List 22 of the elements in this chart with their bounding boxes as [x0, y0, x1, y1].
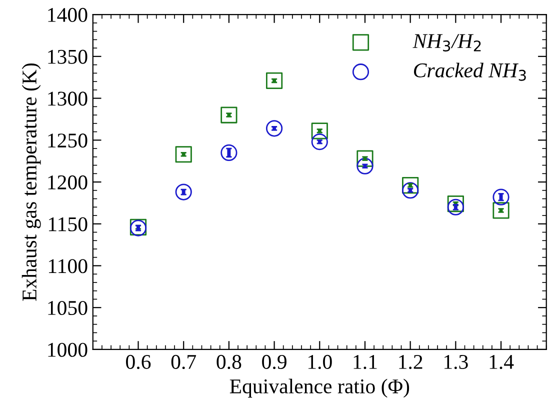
y-tick-label: 1350 [48, 50, 88, 64]
x-tick-label: 1.3 [444, 354, 468, 370]
y-tick-label: 1150 [48, 217, 88, 232]
x-tick-label: 1.2 [399, 354, 422, 370]
y-tick-label: 1300 [48, 92, 88, 106]
y-tick-label: 1050 [48, 300, 88, 316]
x-tick-label: 1.1 [354, 355, 377, 370]
x-tick-label: 1.0 [308, 354, 332, 370]
x-axis-title: Equivalence ratio (Φ) [230, 378, 410, 398]
y-tick-label: 1200 [48, 175, 88, 190]
x-tick-label: 0.9 [262, 354, 286, 370]
x-tick-label: 1.4 [490, 355, 514, 370]
y-tick-label: 1250 [48, 134, 88, 148]
y-tick-label: 1400 [48, 8, 88, 22]
y-tick-label: 1100 [48, 259, 88, 274]
x-tick-label: 0.7 [171, 354, 196, 370]
legend-label: Cracked NH$_{3}$ [414, 62, 526, 81]
x-tick-label: 0.8 [216, 354, 242, 370]
x-tick-label: 0.6 [126, 354, 151, 370]
y-tick-label: 1000 [48, 342, 88, 357]
y-axis-title: Exhaust gas temperature (K) [22, 63, 41, 301]
legend-label: NH$_{3}$/H$_{2}$ [412, 34, 481, 52]
